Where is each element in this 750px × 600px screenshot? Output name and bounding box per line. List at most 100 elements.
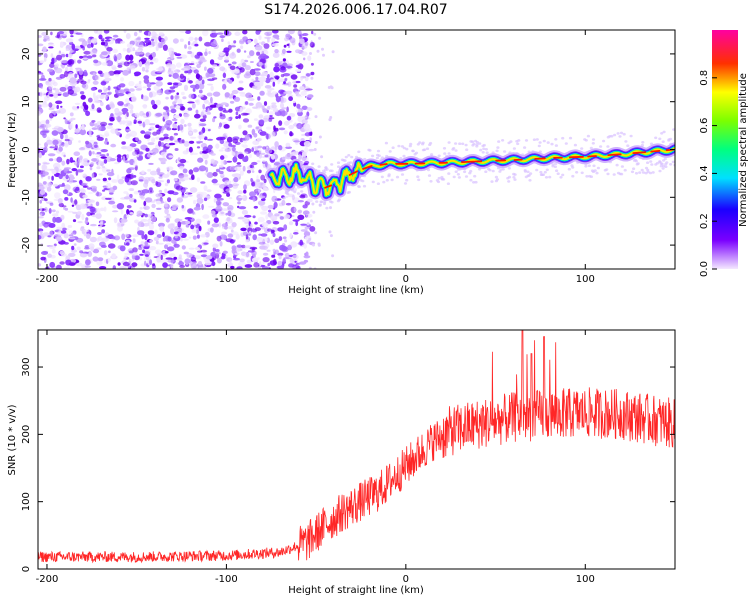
noise-speckle bbox=[205, 72, 210, 78]
noise-speckle bbox=[55, 88, 60, 94]
ridge-halo-speckle bbox=[481, 144, 485, 148]
noise-speckle bbox=[294, 91, 300, 95]
noise-speckle bbox=[280, 89, 287, 97]
noise-speckle bbox=[212, 183, 221, 186]
ridge-halo-speckle bbox=[319, 200, 323, 203]
noise-speckle bbox=[47, 175, 51, 180]
noise-speckle bbox=[173, 114, 180, 119]
noise-speckle bbox=[48, 84, 53, 90]
noise-speckle bbox=[159, 225, 165, 232]
x-tick-label: 0 bbox=[403, 574, 409, 585]
ridge-halo-speckle bbox=[595, 171, 599, 175]
noise-speckle bbox=[257, 216, 265, 223]
noise-speckle bbox=[321, 47, 324, 51]
ridge-halo-speckle bbox=[323, 200, 327, 204]
noise-speckle bbox=[39, 205, 43, 212]
noise-speckle bbox=[183, 176, 190, 181]
noise-speckle bbox=[295, 109, 302, 113]
noise-speckle bbox=[68, 237, 76, 240]
noise-speckle bbox=[116, 203, 125, 210]
noise-speckle bbox=[141, 245, 145, 248]
noise-speckle bbox=[272, 81, 276, 87]
noise-speckle bbox=[79, 55, 84, 59]
noise-speckle bbox=[51, 169, 57, 174]
noise-speckle bbox=[67, 225, 73, 228]
noise-speckle bbox=[95, 201, 100, 207]
ridge-halo-speckle bbox=[451, 148, 455, 151]
noise-speckle bbox=[201, 203, 204, 211]
noise-speckle bbox=[252, 215, 256, 219]
noise-speckle bbox=[265, 214, 269, 220]
noise-speckle bbox=[212, 77, 218, 80]
noise-speckle bbox=[152, 103, 158, 110]
noise-speckle bbox=[64, 197, 69, 201]
noise-speckle bbox=[63, 242, 69, 245]
noise-speckle bbox=[164, 188, 168, 194]
ridge-halo-speckle bbox=[414, 151, 419, 155]
noise-speckle bbox=[167, 190, 175, 195]
noise-speckle bbox=[151, 203, 156, 209]
noise-speckle bbox=[278, 120, 283, 126]
noise-speckle bbox=[180, 118, 185, 125]
noise-speckle bbox=[264, 85, 272, 89]
noise-speckle bbox=[322, 53, 325, 57]
noise-speckle bbox=[54, 67, 63, 74]
noise-speckle bbox=[156, 129, 161, 135]
noise-speckle bbox=[72, 105, 76, 109]
y-tick-label: 20 bbox=[21, 48, 32, 61]
noise-speckle bbox=[284, 214, 291, 219]
noise-speckle bbox=[119, 83, 126, 88]
noise-speckle bbox=[320, 155, 324, 159]
noise-speckle bbox=[303, 255, 311, 259]
noise-speckle bbox=[145, 147, 150, 152]
noise-speckle bbox=[207, 144, 213, 150]
noise-speckle bbox=[307, 94, 314, 98]
ridge-halo-speckle bbox=[523, 146, 527, 149]
noise-speckle bbox=[100, 149, 108, 153]
noise-speckle bbox=[261, 266, 269, 269]
noise-speckle bbox=[188, 80, 193, 84]
noise-speckle bbox=[257, 200, 266, 206]
noise-speckle bbox=[117, 62, 123, 66]
noise-speckle bbox=[103, 250, 108, 256]
colorbar-ticks: 0.00.20.40.60.8 bbox=[699, 70, 717, 277]
ridge-halo-speckle bbox=[638, 171, 642, 174]
noise-speckle bbox=[304, 132, 311, 137]
noise-speckle bbox=[100, 156, 107, 159]
noise-speckle bbox=[146, 81, 152, 88]
noise-speckle bbox=[220, 256, 226, 260]
noise-speckle bbox=[207, 128, 211, 132]
noise-speckle bbox=[183, 65, 191, 71]
noise-speckle bbox=[67, 89, 75, 95]
noise-speckle bbox=[240, 227, 247, 232]
noise-speckle bbox=[215, 199, 221, 206]
noise-speckle bbox=[148, 128, 152, 131]
noise-speckle bbox=[305, 251, 309, 257]
noise-speckle bbox=[188, 169, 194, 175]
noise-speckle bbox=[67, 210, 74, 213]
ridge-halo-speckle bbox=[561, 136, 565, 140]
noise-speckle bbox=[170, 108, 177, 114]
noise-speckle bbox=[129, 193, 133, 199]
noise-speckle bbox=[137, 190, 141, 193]
ridge-halo-speckle bbox=[662, 164, 666, 168]
noise-speckle bbox=[187, 208, 194, 214]
colorbar-tick-label: 0.4 bbox=[699, 165, 710, 181]
noise-speckle bbox=[204, 159, 208, 165]
noise-speckle bbox=[210, 158, 215, 163]
noise-speckle bbox=[68, 179, 73, 184]
ridge-halo-speckle bbox=[636, 162, 640, 165]
noise-speckle bbox=[180, 106, 186, 111]
noise-speckle bbox=[51, 57, 55, 64]
noise-speckle bbox=[115, 116, 122, 121]
noise-speckle bbox=[101, 237, 109, 242]
noise-speckle bbox=[201, 59, 207, 63]
noise-speckle bbox=[114, 162, 120, 165]
noise-speckle bbox=[253, 68, 261, 71]
noise-speckle bbox=[208, 51, 211, 55]
ridge-halo-speckle bbox=[481, 151, 485, 154]
noise-speckle bbox=[329, 234, 333, 238]
noise-speckle bbox=[43, 57, 47, 62]
noise-speckle bbox=[201, 79, 205, 85]
